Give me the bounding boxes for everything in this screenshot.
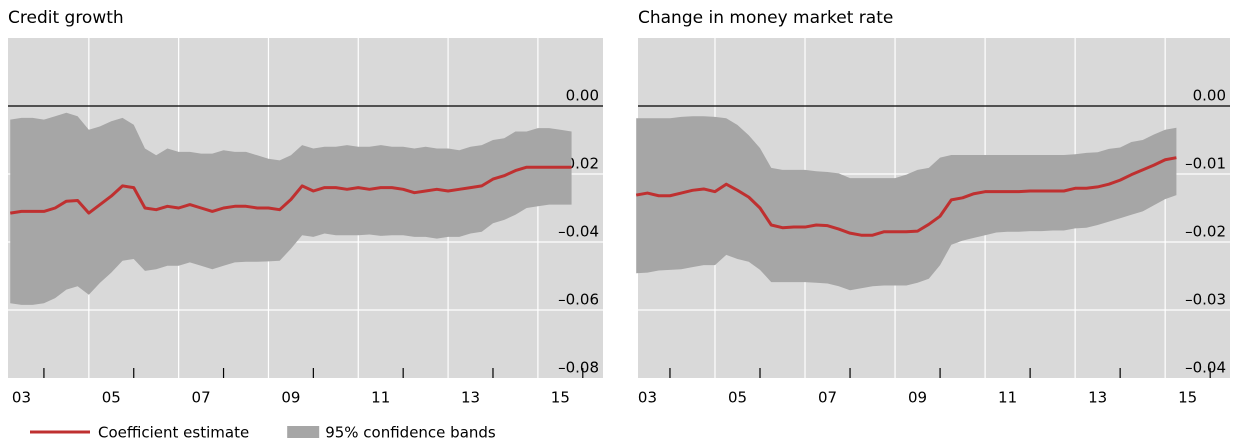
- x-tick-label: 11: [371, 389, 390, 407]
- legend-label: Coefficient estimate: [98, 424, 249, 442]
- legend-swatch: [287, 426, 320, 438]
- confidence-band: [636, 116, 1177, 291]
- chart-title: Change in money market rate: [638, 8, 893, 28]
- x-tick-label: 11: [998, 389, 1017, 407]
- x-tick-label: 03: [12, 389, 31, 407]
- x-tick-label: 05: [102, 389, 121, 407]
- y-tick-label: 0.00: [566, 87, 599, 105]
- x-tick-label: 07: [818, 389, 837, 407]
- y-tick-label: –0.02: [1185, 223, 1226, 241]
- y-tick-label: –0.04: [558, 223, 599, 241]
- estimate-line: [635, 156, 1177, 237]
- chart-title: Credit growth: [8, 8, 124, 28]
- y-tick-label: –0.01: [1185, 155, 1226, 173]
- x-tick-label: 05: [728, 389, 747, 407]
- y-tick-label: –0.06: [558, 291, 599, 309]
- y-tick-label: –0.03: [1185, 291, 1226, 309]
- estimate-line: [10, 165, 572, 215]
- x-tick-label: 15: [551, 389, 570, 407]
- x-tick-label: 15: [1178, 389, 1197, 407]
- legend-label: 95% confidence bands: [325, 424, 496, 442]
- confidence-band: [10, 112, 572, 305]
- y-tick-label: –0.08: [558, 359, 599, 377]
- y-tick-label: 0.00: [1193, 87, 1226, 105]
- y-tick-label: –0.04: [1185, 359, 1226, 377]
- x-tick-label: 13: [1088, 389, 1107, 407]
- x-tick-label: 09: [908, 389, 927, 407]
- x-tick-label: 09: [281, 389, 300, 407]
- x-tick-label: 07: [192, 389, 211, 407]
- x-tick-label: 03: [638, 389, 657, 407]
- x-tick-label: 13: [461, 389, 480, 407]
